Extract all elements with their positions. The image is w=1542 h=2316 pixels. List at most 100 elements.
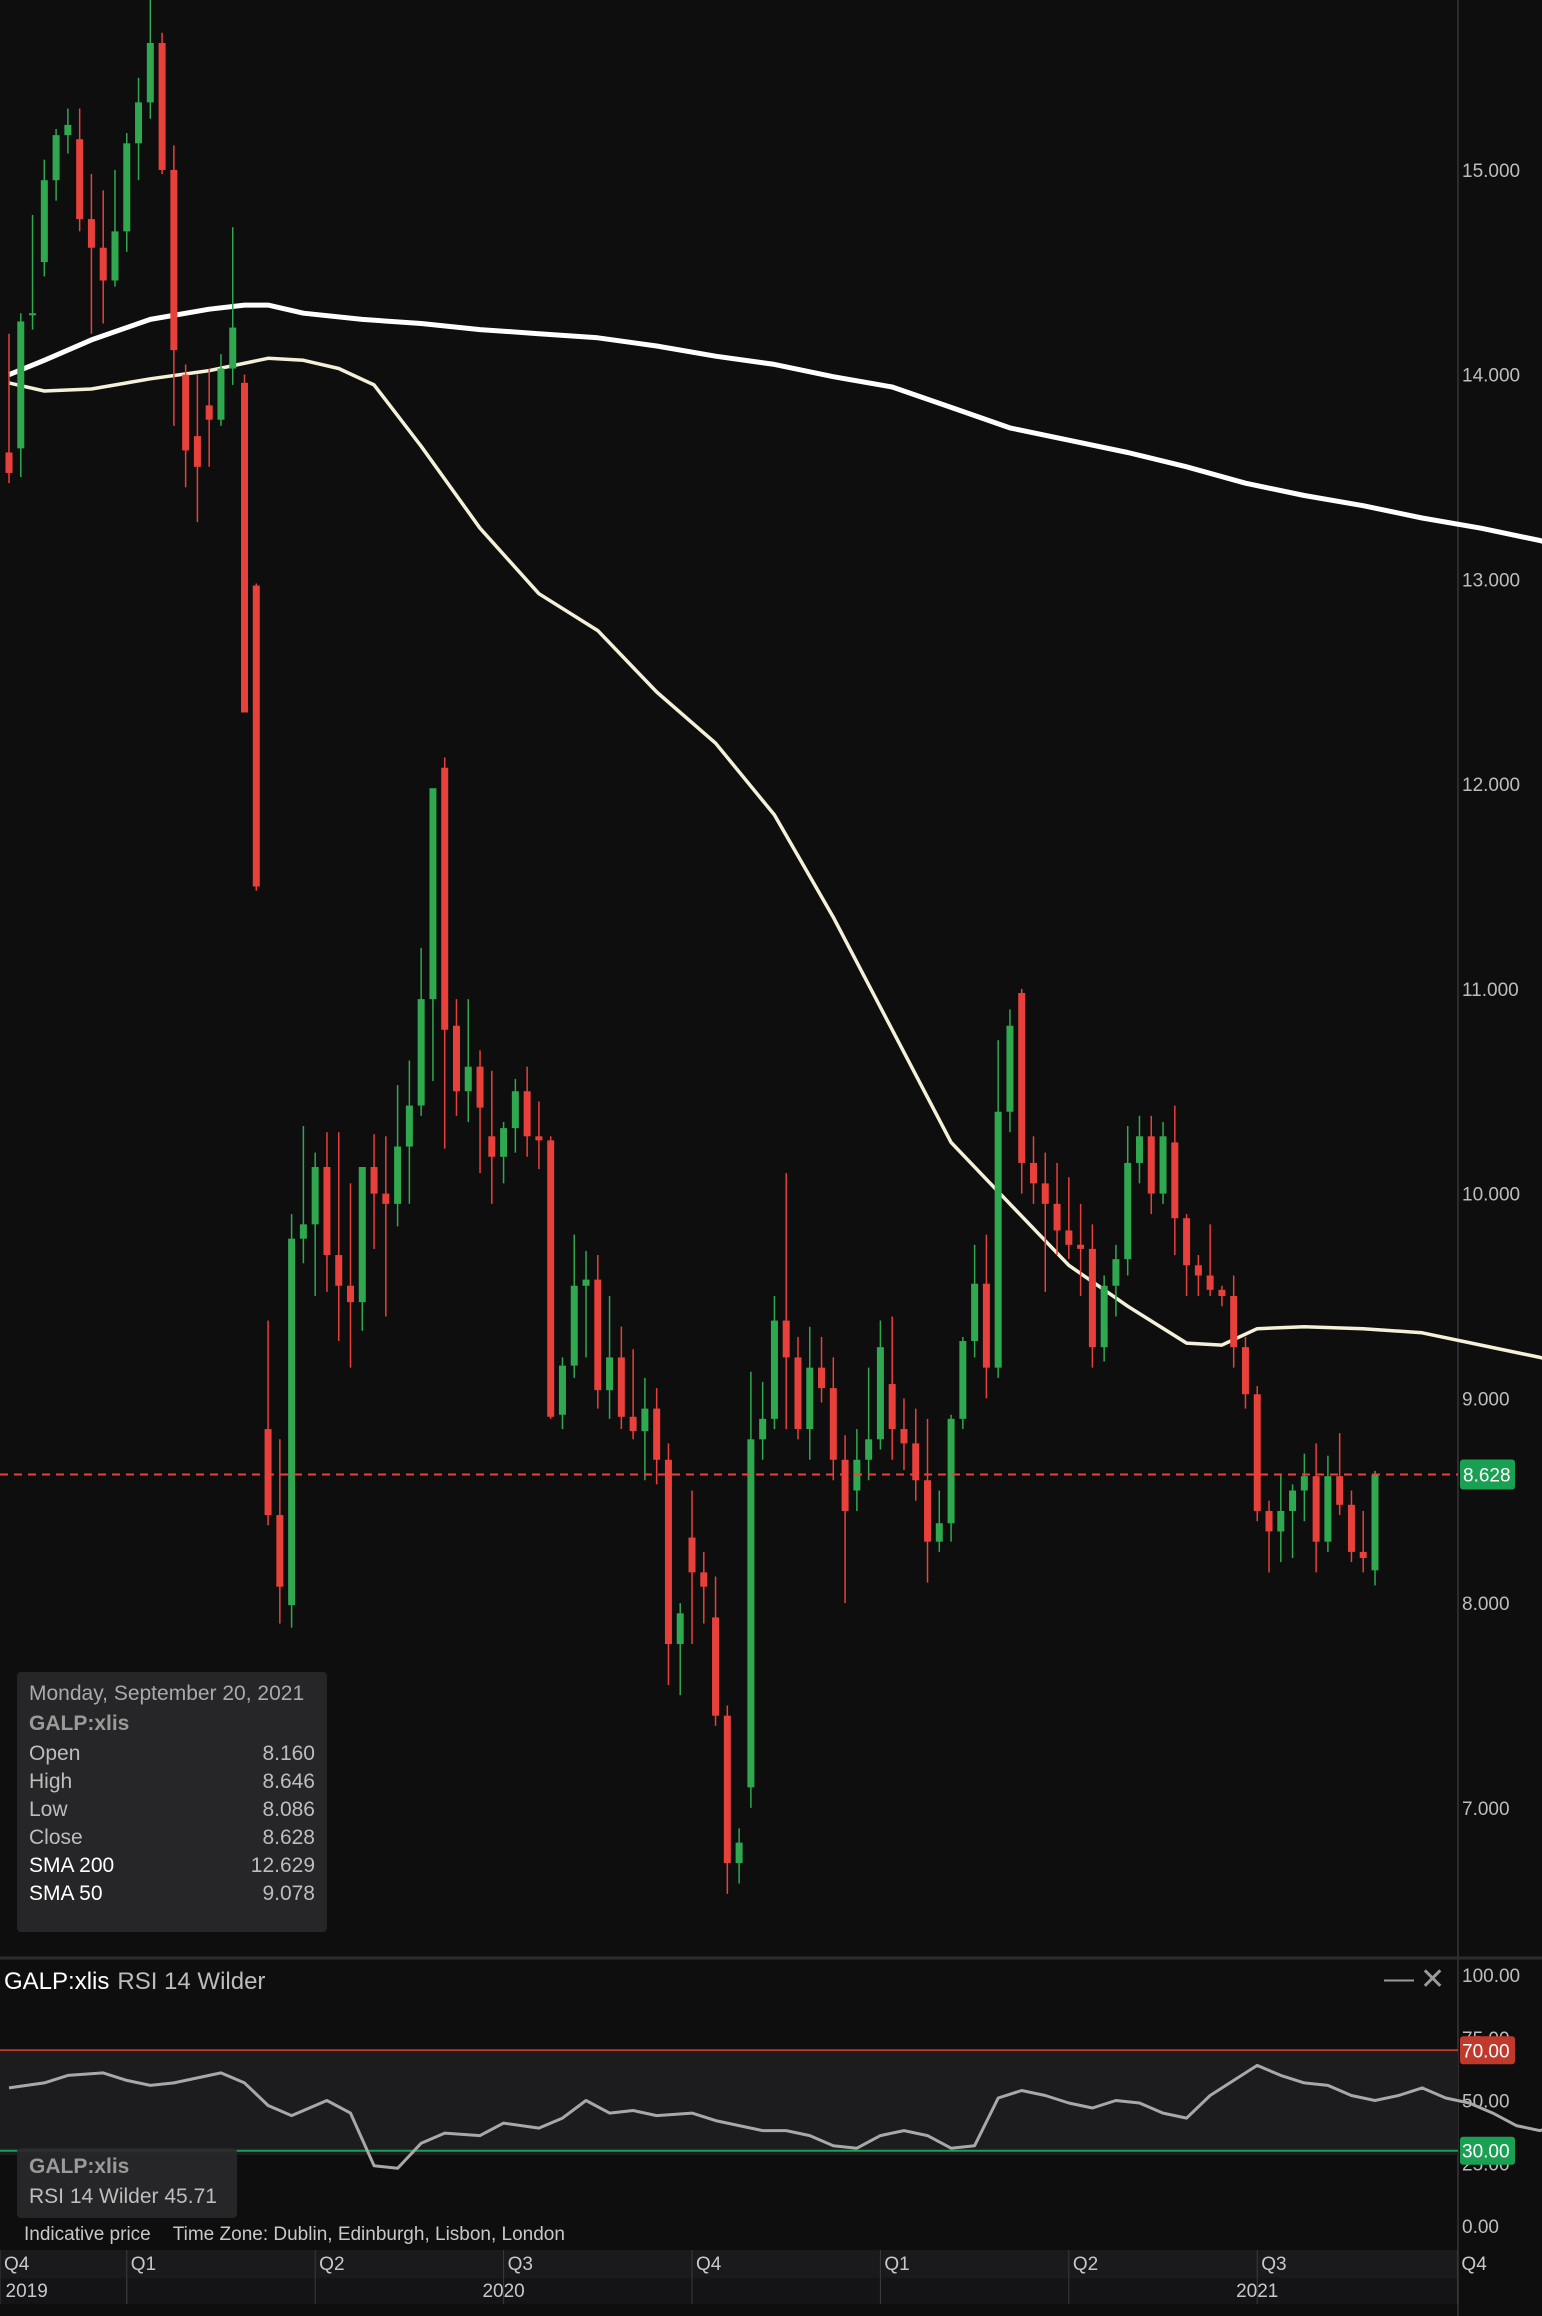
- candle-down: [1206, 1224, 1214, 1296]
- candle-body: [1218, 1289, 1226, 1296]
- candle-up: [29, 214, 37, 330]
- candle-up: [464, 999, 472, 1122]
- price-tick-label: 10.000: [1462, 1185, 1520, 1206]
- candle-body: [653, 1408, 661, 1460]
- candle-body: [1183, 1218, 1191, 1266]
- candle-body: [123, 143, 131, 232]
- close-icon[interactable]: ✕: [1420, 1963, 1446, 1996]
- candle-body: [1030, 1162, 1037, 1184]
- candle-up: [146, 0, 154, 119]
- candle-body: [747, 1439, 755, 1788]
- rsi-tick-label: 50.00: [1462, 2092, 1510, 2113]
- candle-down: [982, 1234, 990, 1399]
- candle-body: [170, 169, 178, 351]
- candle-up: [111, 169, 119, 287]
- candle-up: [1124, 1126, 1132, 1276]
- candle-body: [1230, 1295, 1238, 1348]
- candle-down: [1312, 1443, 1320, 1573]
- candle-body: [1135, 1136, 1143, 1163]
- candle-down: [382, 1136, 390, 1317]
- candle-down: [653, 1388, 661, 1485]
- candle-up: [853, 1429, 861, 1511]
- candle-body: [1359, 1551, 1367, 1559]
- quarter-label: Q4: [1461, 2254, 1487, 2275]
- candle-up: [747, 1371, 755, 1808]
- candle-body: [1347, 1504, 1355, 1552]
- candle-body: [558, 1365, 566, 1415]
- rsi-indicator-name: RSI 14 Wilder: [117, 1968, 266, 1995]
- candle-body: [1100, 1285, 1108, 1348]
- tooltip-row-sma50: SMA 50 9.078: [29, 1882, 315, 1905]
- candle-body: [288, 1238, 296, 1606]
- chart-footer: Indicative price Time Zone: Dublin, Edinb…: [24, 2224, 587, 2246]
- candle-body: [594, 1279, 602, 1391]
- last-price-marker: 8.628: [0, 1459, 1515, 1490]
- candle-body: [76, 139, 84, 220]
- candle-body: [405, 1105, 413, 1147]
- candle-down: [335, 1132, 343, 1342]
- price-tick-label: 7.000: [1462, 1799, 1510, 1820]
- candle-body: [146, 42, 154, 103]
- candle-body: [382, 1193, 390, 1204]
- candle-down: [547, 1136, 555, 1419]
- candle-down: [1018, 988, 1026, 1194]
- candle-body: [1147, 1136, 1155, 1194]
- candle-body: [205, 405, 213, 420]
- candle-body: [947, 1418, 955, 1524]
- candle-up: [40, 159, 48, 277]
- candle-body: [1206, 1275, 1214, 1290]
- candle-body: [664, 1459, 672, 1645]
- candle-down: [476, 1050, 484, 1174]
- price-tick-label: 8.000: [1462, 1594, 1510, 1615]
- candle-body: [782, 1320, 790, 1358]
- candle-body: [511, 1091, 519, 1129]
- candle-down: [347, 1183, 354, 1368]
- candle-body: [982, 1283, 990, 1368]
- candle-up: [582, 1250, 590, 1358]
- candle-down: [1147, 1115, 1155, 1215]
- rsi-symbol: GALP:xlis: [4, 1968, 110, 1995]
- candle-body: [441, 767, 449, 1030]
- year-row: [0, 2278, 1458, 2304]
- candle-body: [1241, 1347, 1249, 1395]
- candle-down: [841, 1435, 849, 1604]
- candle-down: [664, 1443, 672, 1685]
- candle-body: [759, 1418, 767, 1440]
- candle-down: [1265, 1500, 1273, 1573]
- candle-body: [994, 1111, 1002, 1368]
- candle-body: [1300, 1476, 1308, 1491]
- year-label: 2021: [1236, 2281, 1278, 2302]
- candle-up: [1277, 1474, 1285, 1563]
- candle-body: [1289, 1490, 1297, 1511]
- candle-down: [452, 999, 460, 1116]
- sma-50-line: [8, 356, 1542, 1360]
- candle-down: [700, 1551, 708, 1624]
- candle-body: [841, 1459, 849, 1511]
- candle-body: [111, 231, 119, 281]
- candle-up: [971, 1244, 979, 1358]
- candle-body: [335, 1255, 343, 1286]
- candle-up: [500, 1121, 508, 1184]
- rsi-panel-title: GALP:xlis RSI 14 Wilder: [4, 1968, 265, 1996]
- price-tick-label: 12.000: [1462, 775, 1520, 796]
- candle-up: [1112, 1244, 1120, 1317]
- candle-body: [87, 219, 95, 248]
- candle-down: [1241, 1336, 1249, 1409]
- candle-up: [123, 133, 131, 252]
- candle-down: [252, 583, 260, 891]
- year-label: 2019: [6, 2281, 48, 2302]
- candle-body: [1065, 1230, 1073, 1245]
- price-tick-label: 15.000: [1462, 161, 1520, 182]
- candle-body: [1041, 1183, 1049, 1204]
- candle-up: [1159, 1121, 1167, 1204]
- rsi-band-badge: [1460, 2136, 1515, 2165]
- rsi-tooltip-value: RSI 14 Wilder 45.71: [29, 2185, 217, 2208]
- candle-body: [347, 1285, 354, 1303]
- quarter-label: Q4: [696, 2254, 722, 2275]
- candle-up: [52, 128, 60, 201]
- candle-body: [688, 1537, 696, 1573]
- candle-body: [99, 247, 107, 281]
- indicative-price-note: Indicative price: [24, 2224, 151, 2245]
- minimize-icon[interactable]: —: [1384, 1962, 1414, 1995]
